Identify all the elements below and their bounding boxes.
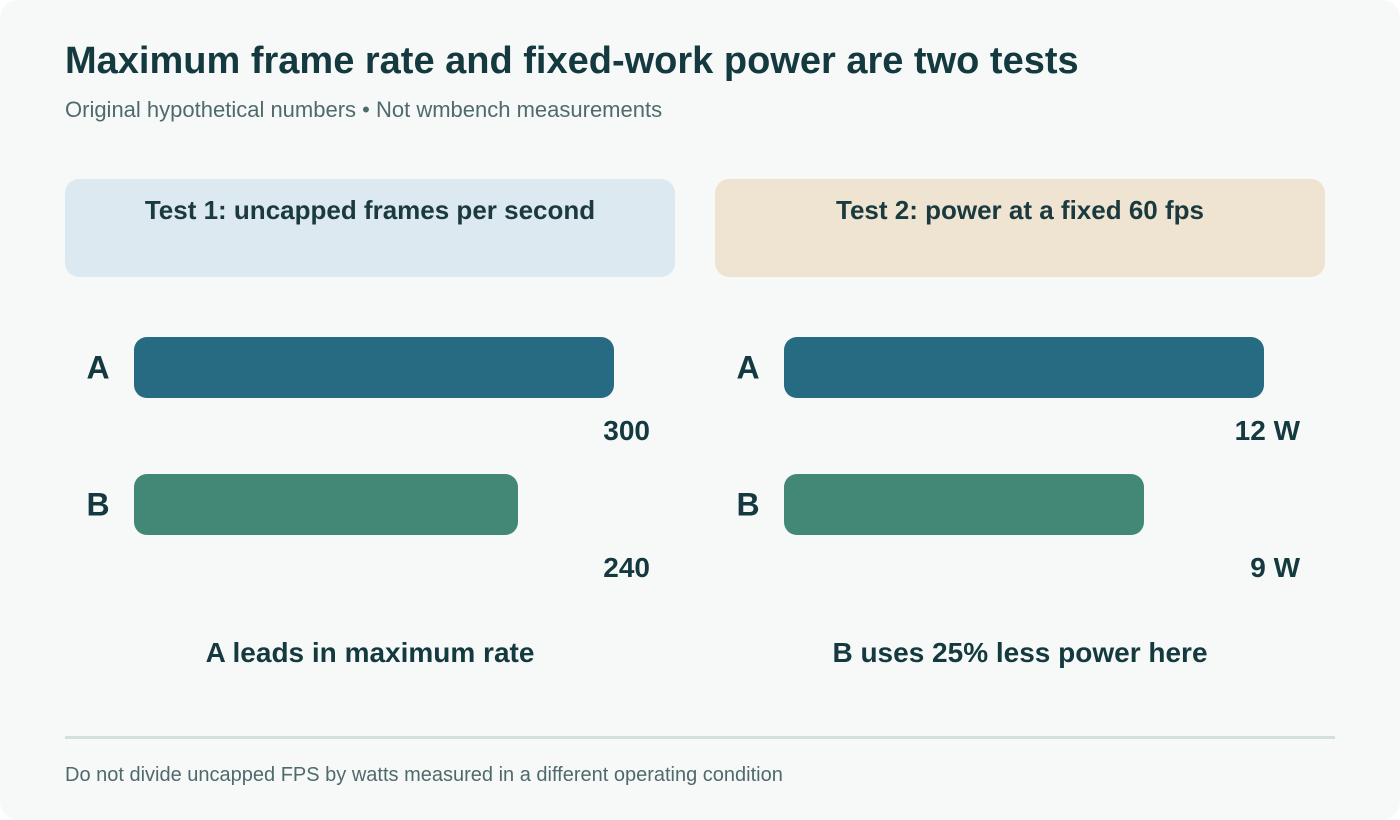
test2-bar-a <box>784 337 1264 398</box>
test2-header: Test 2: power at a fixed 60 fps <box>715 179 1325 277</box>
chart-subtitle: Original hypothetical numbers • Not wmbe… <box>65 97 663 122</box>
footer-note: Do not divide uncapped FPS by watts meas… <box>65 764 783 786</box>
test2-value-label-a: 12 W <box>1235 415 1301 446</box>
test2-annotation: B uses 25% less power here <box>832 637 1208 668</box>
test2-category-label-b: B <box>736 487 759 523</box>
test2-bar-b <box>784 474 1144 535</box>
test1-category-label-a: A <box>86 350 109 386</box>
test1-annotation: A leads in maximum rate <box>205 637 535 668</box>
test1-value-label-b: 240 <box>603 552 650 583</box>
chart-title: Maximum frame rate and fixed-work power … <box>65 40 1079 82</box>
footer-divider <box>65 736 1335 739</box>
test1-bar-a <box>134 337 614 398</box>
test1-value-label-a: 300 <box>603 415 650 446</box>
bar-charts: A 300 B 240 A 12 W B 9 W <box>86 337 1301 583</box>
test1-bar-b <box>134 474 518 535</box>
test2-category-label-a: A <box>736 350 759 386</box>
test1-category-label-b: B <box>86 487 109 523</box>
test1-header: Test 1: uncapped frames per second <box>65 179 675 277</box>
test2-value-label-b: 9 W <box>1250 552 1300 583</box>
